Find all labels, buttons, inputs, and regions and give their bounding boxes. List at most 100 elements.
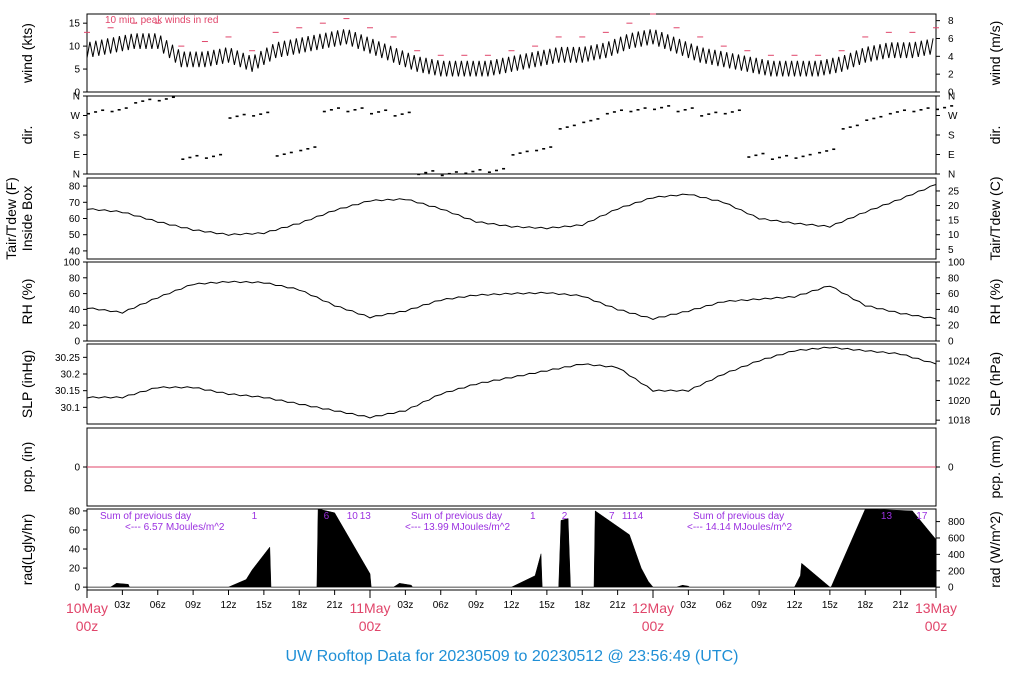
dir-point xyxy=(754,154,758,157)
rh-ytick-label-left: 60 xyxy=(69,289,81,300)
dir-point xyxy=(431,170,435,172)
dir-point xyxy=(643,107,647,109)
rad-ytick-label-left: 40 xyxy=(69,545,81,556)
temp-ylabel-right: Tair/Tdew (C) xyxy=(987,176,1003,260)
dir-point xyxy=(855,124,859,127)
dir-point xyxy=(777,156,781,159)
dir-point xyxy=(612,111,616,113)
dir-point xyxy=(525,150,529,153)
dir-point xyxy=(794,157,798,159)
x-tick-label: 21z xyxy=(893,600,909,611)
dir-point xyxy=(943,106,947,109)
temp-panel-frame xyxy=(86,177,937,260)
dir-point xyxy=(148,98,152,101)
x-day-time: 00z xyxy=(359,618,382,634)
dir-panel-frame xyxy=(86,95,937,175)
rh-ytick-label-right: 60 xyxy=(948,289,960,300)
rad-hour-mark: 13 xyxy=(881,511,893,522)
dir-ytick-label-right: S xyxy=(948,131,955,142)
dir-point xyxy=(211,155,215,158)
dir-point xyxy=(518,152,522,154)
x-tick-label: 18z xyxy=(291,600,307,611)
dir-ytick-label-right: N xyxy=(948,92,955,103)
pcp-ytick-label-right: 0 xyxy=(948,463,954,474)
dir-point xyxy=(825,150,829,152)
dir-point xyxy=(818,151,822,154)
x-tick-label: 03z xyxy=(114,600,130,611)
rad-annotation-line2: <--- 6.57 MJoules/m^2 xyxy=(125,522,225,533)
dir-point xyxy=(542,148,546,150)
x-tick-label: 15z xyxy=(539,600,555,611)
dir-point xyxy=(289,151,293,154)
dir-point xyxy=(471,170,475,173)
dir-point xyxy=(110,110,114,113)
dir-point xyxy=(464,172,468,175)
dir-ytick-label-left: S xyxy=(73,131,80,142)
x-day-time: 00z xyxy=(925,618,948,634)
rh-ytick-label-left: 40 xyxy=(69,305,81,316)
rad-annotation-line1: Sum of previous day xyxy=(411,511,502,522)
x-tick-label: 15z xyxy=(256,600,272,611)
dir-point xyxy=(181,158,185,160)
dir-point xyxy=(282,153,286,156)
dir-point xyxy=(723,112,727,115)
dir-point xyxy=(87,112,90,115)
dir-point xyxy=(306,148,310,150)
dir-ytick-label-left: E xyxy=(73,150,80,161)
slp-ytick-label-right: 1022 xyxy=(948,376,971,387)
wind-panel-frame xyxy=(86,13,937,93)
dir-point xyxy=(447,172,451,175)
dir-point xyxy=(700,115,704,117)
wind-ylabel-left: wind (kts) xyxy=(19,23,35,84)
x-tick-label: 06z xyxy=(433,600,449,611)
dir-point xyxy=(667,105,671,107)
rh-ytick-label-right: 40 xyxy=(948,305,960,316)
dir-point xyxy=(124,107,128,109)
slp-ytick-label-right: 1018 xyxy=(948,416,971,427)
dir-ylabel-left: dir. xyxy=(19,126,35,145)
slp-ytick-label-left: 30.2 xyxy=(61,370,81,381)
wind-ytick-label-right: 8 xyxy=(948,16,954,27)
rad-ylabel-right: rad (W/m^2) xyxy=(987,511,1003,588)
x-tick-label: 06z xyxy=(150,600,166,611)
dir-point xyxy=(440,174,444,177)
x-tick-label: 09z xyxy=(468,600,484,611)
x-tick-label: 12z xyxy=(503,600,519,611)
wind-ytick-label-left: 10 xyxy=(69,42,81,53)
dir-point xyxy=(872,117,876,120)
rh-ytick-label-left: 0 xyxy=(74,337,80,348)
temp-ytick-label-left: 70 xyxy=(69,198,81,209)
rad-hour-mark: 1 xyxy=(252,511,258,522)
wind-ytick-label-right: 6 xyxy=(948,34,954,45)
dir-point xyxy=(572,124,576,127)
rad-hour-mark: 10 xyxy=(347,511,359,522)
rad-annotation-line1: Sum of previous day xyxy=(100,511,191,522)
rad-ytick-label-right: 800 xyxy=(948,517,965,528)
rad-hour-mark: 6 xyxy=(324,511,330,522)
rad-hour-mark: 2 xyxy=(562,511,568,522)
dir-point xyxy=(417,173,421,176)
rad-ytick-label-right: 600 xyxy=(948,533,965,544)
dir-point xyxy=(377,111,381,113)
dir-point xyxy=(393,115,397,117)
dir-ytick-label-right: E xyxy=(948,150,955,161)
dir-point xyxy=(683,109,687,111)
wind-ytick-label-left: 15 xyxy=(69,19,81,30)
dir-point xyxy=(737,109,741,112)
rh-ylabel-left: RH (%) xyxy=(19,279,35,325)
dir-point xyxy=(171,96,175,99)
dir-point xyxy=(134,102,138,104)
dir-point xyxy=(407,111,411,114)
slp-ylabel-left: SLP (inHg) xyxy=(19,350,35,418)
dir-point xyxy=(660,106,664,109)
temp-series-line xyxy=(86,184,937,236)
wind-ytick-label-right: 4 xyxy=(948,52,954,63)
rh-ytick-label-right: 0 xyxy=(948,337,954,348)
dir-point xyxy=(707,113,711,115)
dir-ytick-label-right: W xyxy=(948,111,958,122)
rh-panel-frame xyxy=(86,261,937,342)
dir-point xyxy=(353,109,357,111)
dir-point xyxy=(101,109,105,112)
rad-ylabel-left: rad(Lgly/hr) xyxy=(19,514,35,586)
